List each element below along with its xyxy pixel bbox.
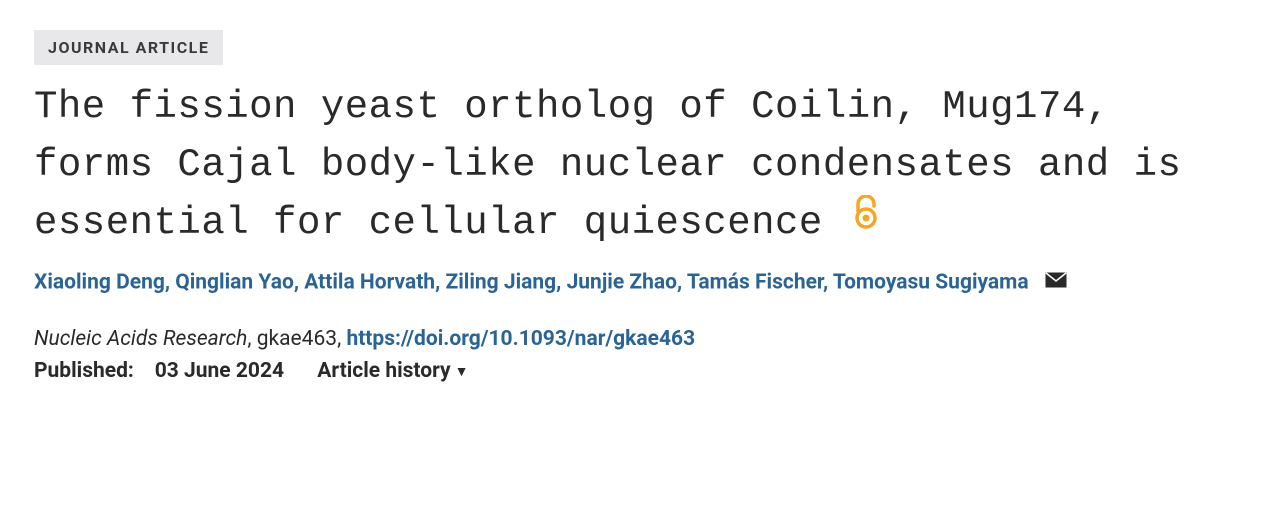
author-link[interactable]: Tamás Fischer: [687, 271, 823, 295]
author-separator: ,: [556, 271, 566, 295]
published-label: Published:: [34, 359, 134, 383]
chevron-down-icon: ▼: [455, 363, 469, 380]
author-separator: ,: [435, 271, 445, 295]
article-title-text: The fission yeast ortholog of Coilin, Mu…: [34, 85, 1181, 246]
author-separator: ,: [823, 271, 833, 295]
journal-name: Nucleic Acids Research: [34, 327, 247, 351]
mail-icon[interactable]: [1045, 265, 1067, 301]
citation-line: Nucleic Acids Research, gkae463, https:/…: [34, 327, 1241, 351]
doi-link[interactable]: https://doi.org/10.1093/nar/gkae463: [346, 327, 695, 351]
article-type-badge: JOURNAL ARTICLE: [34, 30, 223, 65]
published-date: 03 June 2024: [155, 359, 284, 383]
pub-spacer: [139, 359, 149, 383]
author-link[interactable]: Junjie Zhao: [567, 271, 677, 295]
author-separator: ,: [165, 271, 175, 295]
article-id: gkae463: [257, 327, 337, 351]
author-separator: ,: [677, 271, 687, 295]
article-title: The fission yeast ortholog of Coilin, Mu…: [34, 79, 1241, 253]
publication-row: Published: 03 June 2024 Article history ▼: [34, 359, 1241, 383]
author-link[interactable]: Xiaoling Deng: [34, 271, 165, 295]
article-history-toggle[interactable]: Article history ▼: [317, 359, 468, 383]
citation-sep-1: ,: [247, 327, 256, 351]
authors-list: Xiaoling Deng, Qinglian Yao, Attila Horv…: [34, 265, 1241, 301]
author-link[interactable]: Ziling Jiang: [445, 271, 556, 295]
article-history-label: Article history: [317, 359, 450, 383]
author-link[interactable]: Tomoyasu Sugiyama: [833, 271, 1029, 295]
author-link[interactable]: Qinglian Yao: [175, 271, 294, 295]
author-separator: ,: [294, 271, 304, 295]
author-link[interactable]: Attila Horvath: [304, 271, 435, 295]
open-access-icon: [853, 191, 879, 249]
